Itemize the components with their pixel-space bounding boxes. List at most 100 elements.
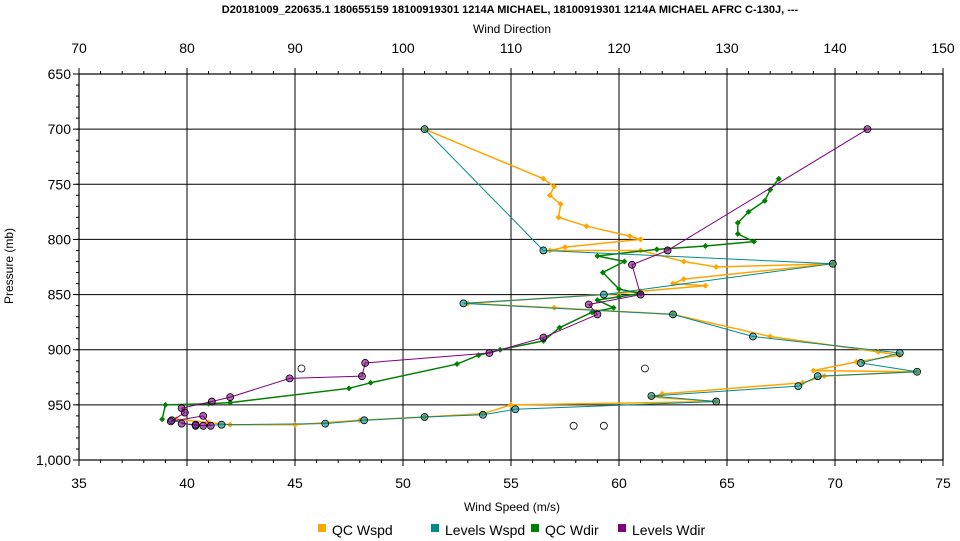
- wind-speed-axis-label: Wind Speed (m/s): [464, 500, 560, 514]
- data-point-levels-wspd: [828, 259, 837, 268]
- data-point-qc-wdir: [227, 399, 234, 406]
- x2-tick-label: 80: [179, 40, 195, 56]
- data-point-qc-wdir: [616, 286, 622, 293]
- data-point-qc-wdir: [162, 401, 169, 408]
- data-point-levels-wspd: [895, 349, 904, 357]
- y-tick-label: 850: [48, 287, 72, 303]
- data-point-qc-wdir: [761, 197, 768, 204]
- data-point-levels-wspd: [669, 310, 677, 319]
- data-point-levels-wspd: [511, 405, 520, 414]
- x2-tick-label: 110: [500, 40, 523, 56]
- data-point-qc-wspd: [292, 421, 298, 428]
- data-point-qc-wdir: [775, 175, 782, 182]
- series-levels-wdir: [166, 125, 872, 430]
- outlier-markers: [297, 364, 649, 430]
- data-point-levels-wspd: [913, 367, 921, 376]
- series-layer: [159, 125, 921, 430]
- legend-item-qc-wspd[interactable]: QC Wspd: [318, 522, 393, 538]
- data-point-levels-wspd: [749, 332, 757, 341]
- y-tick-label: 800: [48, 231, 72, 247]
- x-tick-label: 60: [611, 475, 627, 491]
- data-point-levels-wdir: [285, 374, 294, 383]
- data-point-levels-wdir: [485, 349, 494, 357]
- y-tick-label: 650: [48, 66, 72, 82]
- legend-swatch-qc-wdir: [531, 524, 539, 532]
- data-point-qc-wdir: [653, 246, 660, 253]
- data-point-levels-wdir: [636, 290, 645, 299]
- data-point-levels-wdir: [539, 333, 548, 342]
- data-point-qc-wdir: [454, 361, 460, 368]
- legend-label-levels-wdir: Levels Wdir: [632, 522, 705, 538]
- data-point-qc-wspd: [702, 282, 709, 289]
- data-point-levels-wspd: [217, 420, 226, 429]
- series-line-levels-wspd: [171, 128, 918, 427]
- data-point-qc-wspd: [557, 201, 564, 208]
- x2-tick-label: 100: [391, 40, 415, 56]
- data-point-qc-wspd: [555, 214, 562, 221]
- data-point-qc-wspd: [551, 183, 558, 190]
- legend-item-qc-wdir[interactable]: QC Wdir: [531, 522, 599, 538]
- legend-item-levels-wdir[interactable]: Levels Wdir: [618, 522, 705, 538]
- legend-label-qc-wdir: QC Wdir: [545, 522, 599, 538]
- data-point-qc-wspd: [583, 223, 590, 230]
- data-point-qc-wdir: [556, 324, 563, 331]
- y-tick-label: 900: [48, 342, 72, 358]
- data-point-levels-wdir: [358, 372, 366, 381]
- y-tick-label: 1,000: [36, 452, 71, 468]
- legend-swatch-qc-wspd: [318, 524, 326, 532]
- data-point-qc-wdir: [594, 252, 601, 259]
- y-tick-label: 700: [48, 121, 72, 137]
- data-point-qc-wdir: [346, 385, 352, 392]
- data-point-qc-wspd: [680, 276, 687, 283]
- data-point-levels-wdir: [180, 408, 189, 417]
- chart-title: D20181009_220635.1 180655159 18100919301…: [222, 4, 799, 16]
- data-point-qc-wdir: [367, 379, 374, 386]
- data-point-levels-wspd: [420, 413, 429, 421]
- x-tick-label: 55: [503, 475, 519, 491]
- data-point-qc-wspd: [626, 233, 633, 240]
- data-point-qc-wdir: [751, 238, 757, 245]
- data-point-qc-wdir: [621, 258, 628, 265]
- data-point-levels-wdir: [191, 420, 200, 429]
- data-point-qc-wspd: [637, 236, 644, 243]
- x-tick-label: 50: [395, 475, 411, 491]
- x2-tick-label: 70: [71, 40, 87, 56]
- data-point-levels-wdir: [863, 125, 872, 134]
- legend-swatch-levels-wdir: [618, 524, 626, 532]
- legend-item-levels-wspd[interactable]: Levels Wspd: [431, 522, 525, 538]
- data-point-levels-wdir: [199, 411, 208, 420]
- x-tick-label: 65: [719, 475, 735, 491]
- data-point-qc-wdir: [599, 269, 606, 276]
- data-point-qc-wdir: [734, 219, 741, 226]
- data-point-levels-wdir: [593, 310, 602, 319]
- data-point-qc-wspd: [508, 401, 514, 408]
- data-point-levels-wdir: [207, 397, 216, 406]
- data-point-levels-wspd: [321, 419, 330, 428]
- data-point-levels-wdir: [199, 421, 208, 430]
- data-point-qc-wspd: [713, 264, 720, 270]
- x2-tick-label: 120: [607, 40, 631, 56]
- legend: QC Wspd Levels Wspd QC Wdir Levels Wdir: [318, 522, 705, 538]
- outlier-point: [569, 421, 578, 430]
- data-point-levels-wspd: [459, 299, 468, 308]
- data-point-levels-wdir: [226, 393, 235, 402]
- data-point-qc-wdir: [594, 297, 601, 304]
- outlier-point: [297, 364, 306, 373]
- data-point-levels-wdir: [663, 246, 672, 255]
- data-point-levels-wdir: [584, 300, 593, 309]
- legend-swatch-levels-wspd: [431, 524, 439, 532]
- data-point-qc-wdir: [610, 304, 617, 311]
- data-point-levels-wdir: [166, 417, 175, 426]
- data-point-qc-wspd: [546, 192, 553, 199]
- data-point-levels-wspd: [813, 372, 822, 381]
- data-point-levels-wspd: [539, 246, 548, 255]
- data-point-qc-wspd: [680, 258, 687, 265]
- grid-lines: [79, 74, 943, 460]
- data-point-qc-wspd: [540, 175, 547, 182]
- data-point-levels-wspd: [479, 410, 487, 419]
- data-point-levels-wdir: [628, 260, 636, 269]
- x-tick-label: 40: [179, 475, 195, 491]
- data-point-levels-wspd: [647, 392, 656, 400]
- data-point-levels-wspd: [360, 416, 369, 425]
